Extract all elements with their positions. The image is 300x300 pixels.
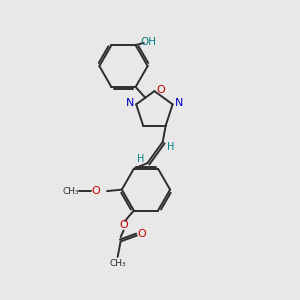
Text: N: N — [175, 98, 183, 108]
Text: O: O — [156, 85, 165, 94]
Text: H: H — [137, 154, 145, 164]
Text: N: N — [125, 98, 134, 108]
Text: O: O — [119, 220, 128, 230]
Text: H: H — [167, 142, 175, 152]
Text: O: O — [138, 229, 146, 239]
Text: CH₃: CH₃ — [63, 187, 80, 196]
Text: CH₃: CH₃ — [110, 259, 126, 268]
Text: OH: OH — [141, 37, 157, 46]
Text: O: O — [92, 186, 100, 196]
